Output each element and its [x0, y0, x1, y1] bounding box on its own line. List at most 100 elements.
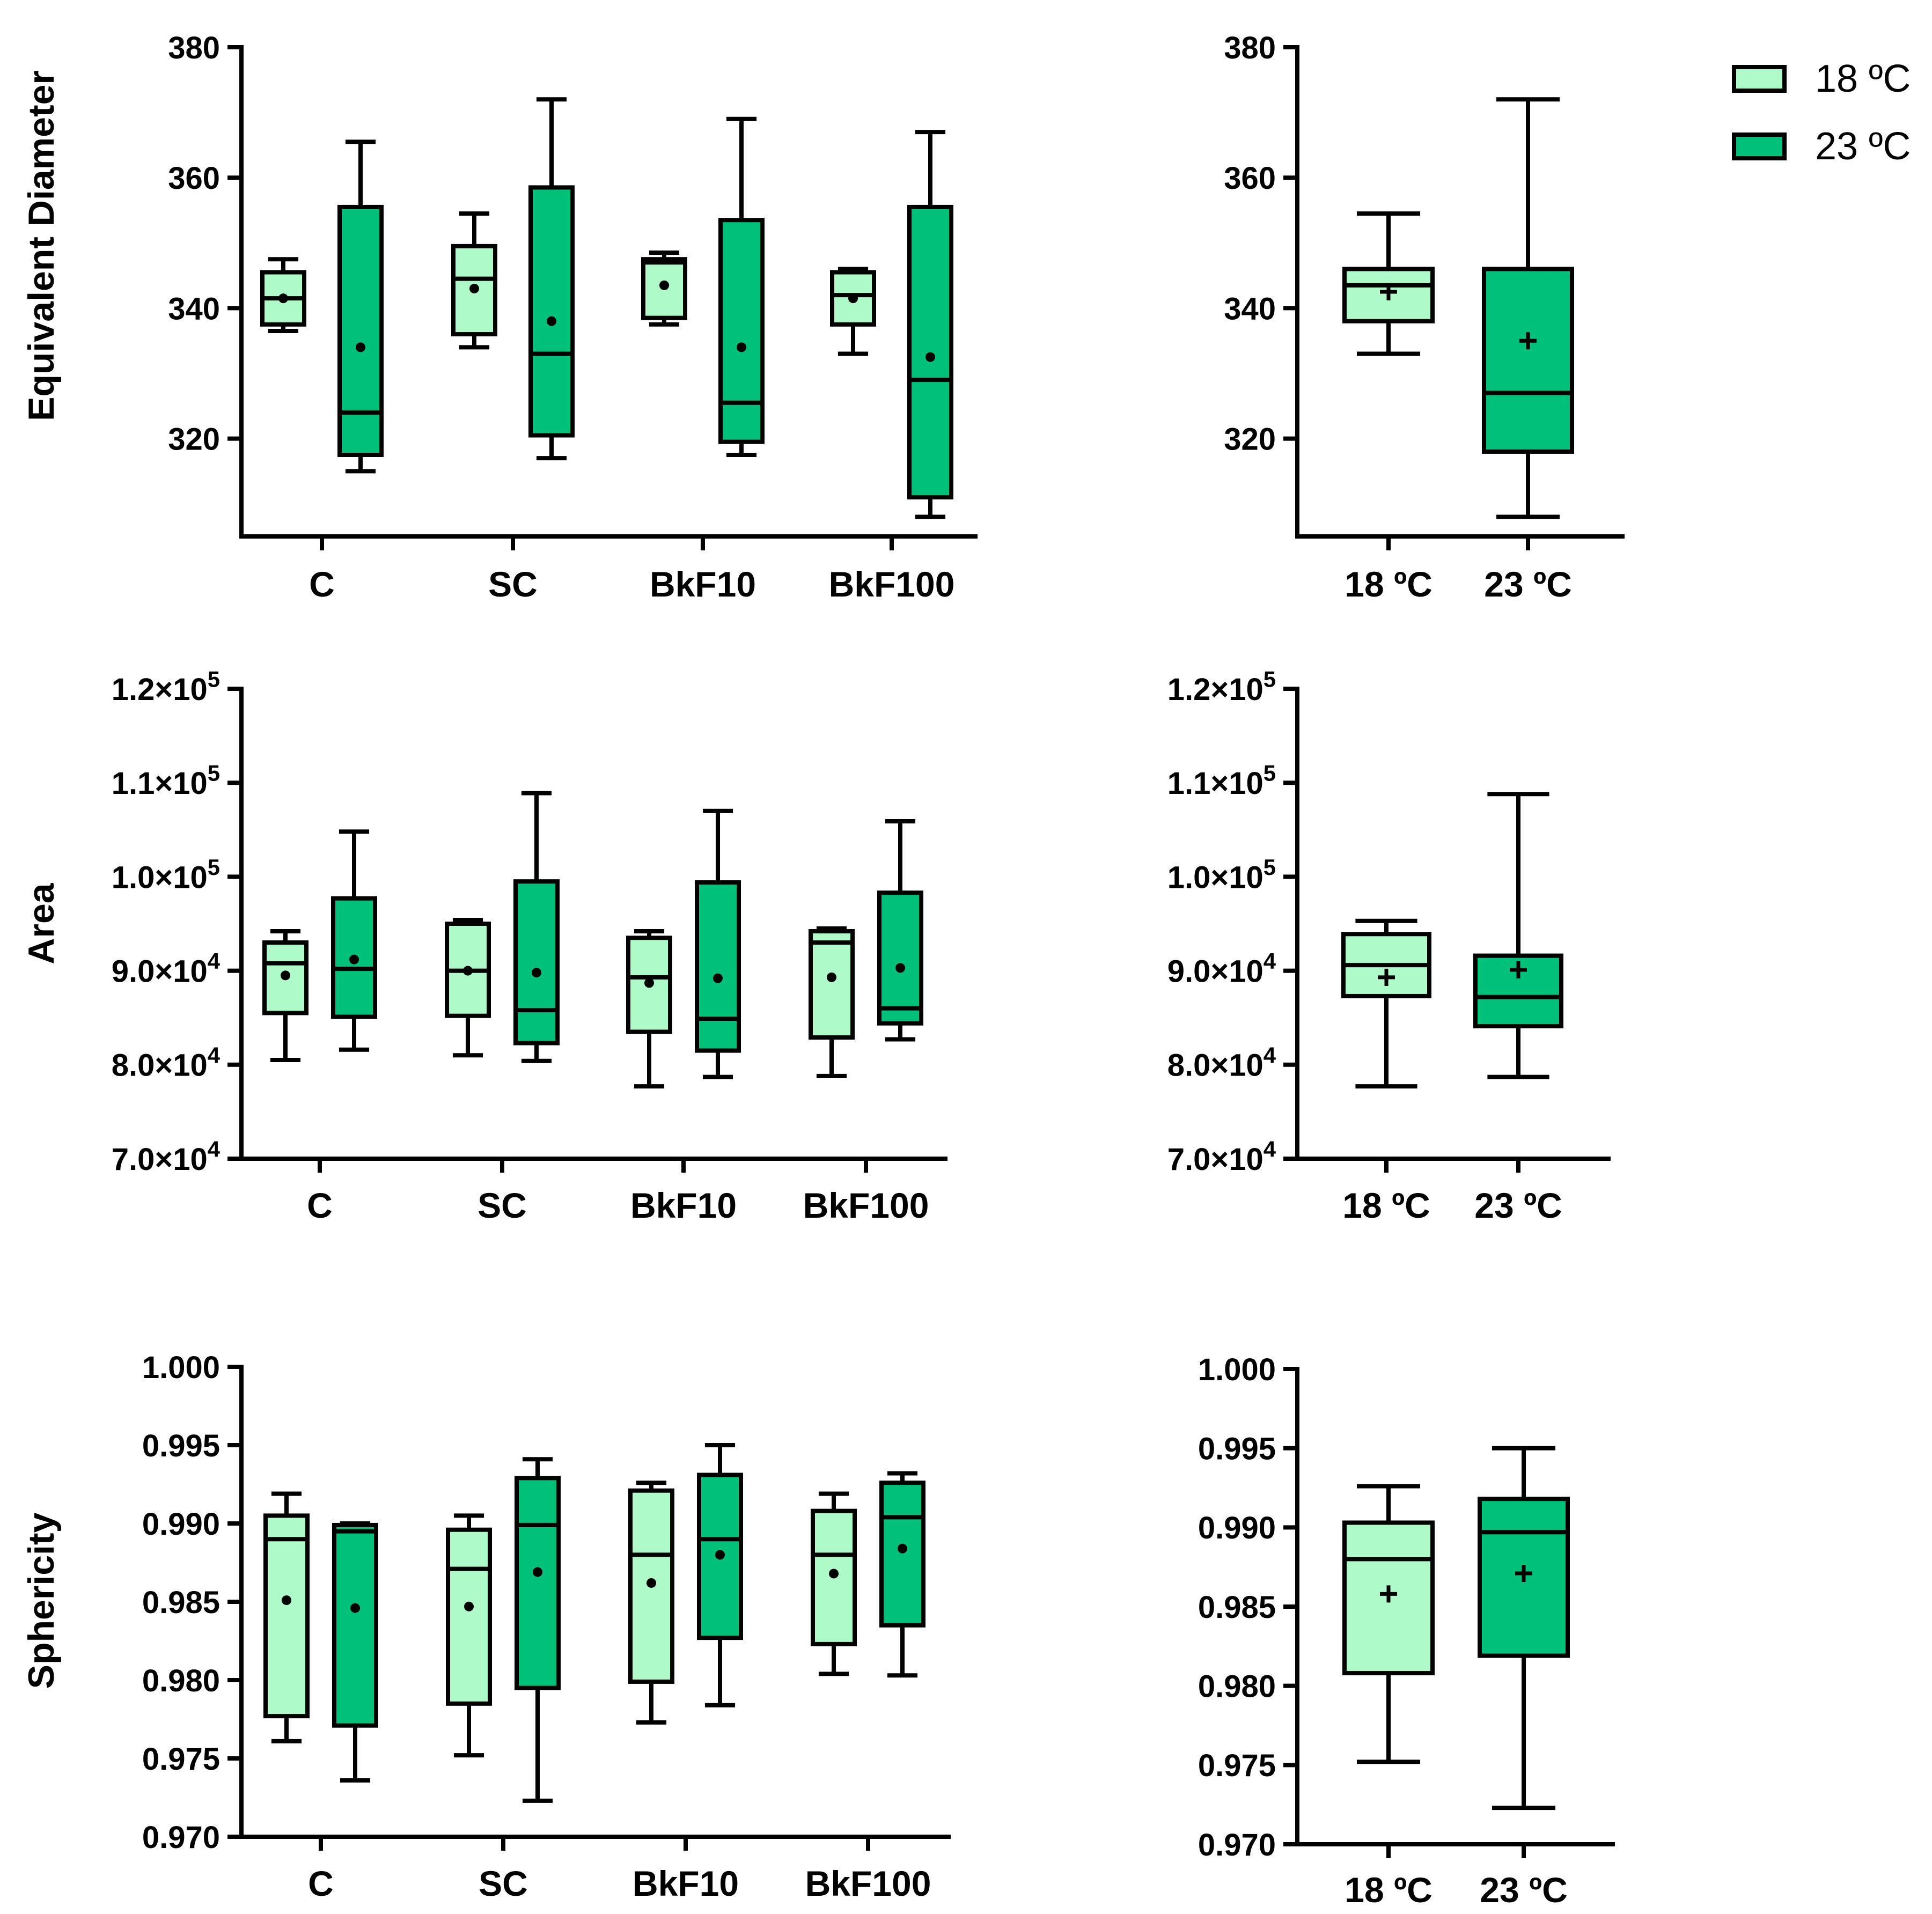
y-tick-label: 0.980 [142, 1663, 220, 1698]
mean-marker [533, 1567, 542, 1577]
box-C-18c [262, 929, 308, 1063]
box-iqr [332, 1522, 378, 1728]
x-tick-label: 18 ºC [1345, 1870, 1433, 1910]
x-tick-label: 18 ºC [1342, 1186, 1430, 1225]
legend: 18 ºC 23 ºC [1732, 57, 1911, 168]
mean-marker [278, 293, 288, 304]
box-23c [1478, 1446, 1570, 1810]
y-tick-label: 380 [1224, 31, 1276, 65]
mean-marker [827, 972, 836, 982]
mean-marker [713, 973, 723, 983]
box-SC-23c [513, 791, 560, 1063]
chart-spher-groups: 0.970 0.975 0.980 0.985 0.990 0.995 1.000 C SC Bk… [21, 1350, 951, 1903]
chart-spher-temp: 0.970 0.975 0.980 0.985 0.990 0.995 1.000 18 ºC… [1198, 1352, 1615, 1910]
mean-marker [532, 968, 541, 978]
y-tick-label: 340 [168, 291, 220, 326]
x-tick-label: SC [478, 1186, 527, 1225]
box-SC-23c [528, 97, 575, 461]
mean-marker [647, 1578, 656, 1588]
legend-item-23c: 23 ºC [1732, 125, 1911, 168]
y-tick-label: 1.000 [142, 1350, 220, 1385]
y-tick-label: 9.0×104 [1167, 948, 1276, 989]
y-tick-label: 360 [168, 161, 220, 196]
y-tick-label: 0.995 [142, 1429, 220, 1463]
mean-marker [644, 978, 654, 988]
y-tick-label: 7.0×104 [112, 1137, 220, 1177]
legend-item-18c: 18 ºC [1732, 57, 1911, 100]
box-SC-23c [515, 1457, 561, 1803]
box-BkF10-23c [695, 808, 741, 1079]
legend-label-23c: 23 ºC [1815, 125, 1911, 168]
x-tick-label: C [308, 1864, 334, 1903]
x-tick-label: BkF100 [803, 1186, 929, 1225]
box-iqr [1342, 1520, 1435, 1676]
box-BkF100-23c [879, 1471, 925, 1678]
y-axis-title: Sphericity [21, 1512, 62, 1689]
chart-diam-groups: 320 340 360 380 C SC BkF10 BkF100 Equivalent Dia… [21, 31, 978, 604]
y-tick-label: 360 [1224, 161, 1276, 196]
legend-label-18c: 18 ºC [1815, 57, 1911, 100]
mean-marker [350, 1603, 360, 1613]
mean-marker [1510, 961, 1527, 978]
y-tick-label: 1.1×105 [1167, 761, 1276, 801]
y-tick-label: 0.980 [1198, 1669, 1276, 1704]
box-C-23c [332, 1521, 378, 1783]
y-tick-label: 1.0×105 [1167, 855, 1276, 895]
y-tick-label: 340 [1224, 291, 1276, 326]
x-tick-label: C [309, 564, 335, 604]
y-tick-label: 380 [168, 31, 220, 65]
y-tick-label: 0.995 [1198, 1432, 1276, 1467]
box-iqr [446, 1527, 492, 1706]
box-C-18c [260, 257, 306, 333]
box-iqr [528, 185, 575, 438]
y-tick-label: 320 [1224, 422, 1276, 457]
mean-marker [848, 293, 858, 304]
mean-marker [349, 954, 359, 965]
box-iqr [337, 204, 384, 457]
x-tick-label: BkF10 [633, 1864, 739, 1903]
y-tick-label: 1.0×105 [112, 855, 220, 895]
x-tick-label: SC [479, 1864, 528, 1903]
box-BkF10-18c [628, 1481, 674, 1725]
mean-marker [1515, 1564, 1532, 1582]
box-SC-18c [445, 917, 491, 1058]
y-tick-label: 1.1×105 [112, 761, 220, 801]
mean-marker [281, 970, 290, 981]
box-iqr [907, 204, 953, 500]
mean-marker [1378, 968, 1395, 986]
mean-marker [925, 352, 935, 362]
box-23c [1473, 792, 1563, 1079]
chart-area-temp: 7.0×104 8.0×104 9.0×104 1.0×105 1.1×105 1.2×1… [1167, 667, 1611, 1225]
box-iqr [513, 879, 560, 1046]
box-BkF100-18c [809, 926, 855, 1078]
y-tick-label: 0.970 [142, 1820, 220, 1855]
box-BkF10-23c [697, 1443, 743, 1707]
box-SC-18c [451, 211, 497, 350]
y-tick-label: 1.2×105 [1167, 667, 1276, 707]
box-BkF10-18c [626, 929, 672, 1089]
box-BkF10-23c [718, 116, 765, 457]
y-tick-label: 8.0×104 [1167, 1042, 1276, 1083]
y-tick-label: 0.985 [1198, 1590, 1276, 1625]
box-23c [1482, 97, 1574, 519]
mean-marker [547, 316, 556, 326]
x-tick-label: C [307, 1186, 333, 1225]
mean-marker [737, 342, 746, 352]
box-iqr [1482, 267, 1574, 454]
x-tick-label: SC [488, 564, 538, 604]
box-C-18c [263, 1491, 310, 1743]
box-iqr [263, 1513, 310, 1719]
y-tick-label: 320 [168, 422, 220, 457]
mean-marker [829, 1569, 839, 1579]
y-tick-label: 1.2×105 [112, 667, 220, 707]
y-tick-label: 0.970 [1198, 1828, 1276, 1863]
mean-marker [356, 342, 365, 352]
mean-marker [898, 1543, 907, 1554]
box-iqr [879, 1481, 925, 1628]
legend-swatch-18c [1732, 65, 1787, 93]
box-BkF100-18c [811, 1491, 857, 1676]
x-tick-label: BkF100 [805, 1864, 931, 1903]
box-iqr [515, 1476, 561, 1690]
mean-marker [469, 283, 479, 293]
